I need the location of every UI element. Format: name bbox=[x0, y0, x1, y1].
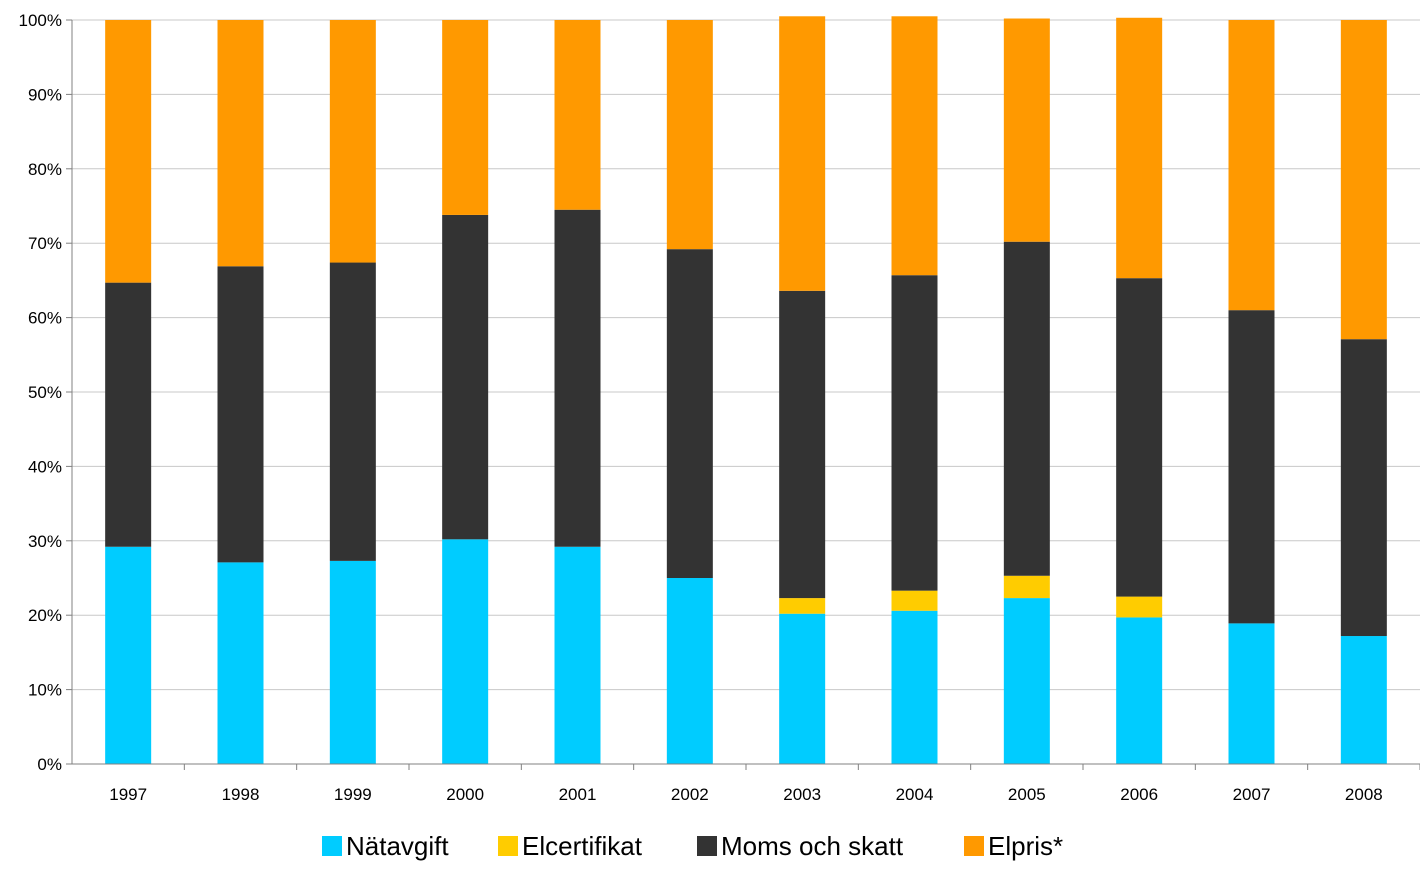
legend-swatch bbox=[964, 836, 984, 856]
bar-segment-2003-elpris- bbox=[779, 16, 826, 291]
bar-segment-2007-moms-och-skatt bbox=[1228, 310, 1275, 624]
y-tick-label: 30% bbox=[28, 532, 62, 551]
y-tick-label: 40% bbox=[28, 457, 62, 476]
bar-segment-2005-moms-och-skatt bbox=[1003, 241, 1050, 576]
x-axis-ticks: 1997 1998 1999 2000 2001 2002 2003 2004 2005 2006… bbox=[109, 785, 1382, 804]
bar-segment-2000-elpris- bbox=[442, 20, 489, 215]
bar-segment-2008-n-tavgift bbox=[1340, 636, 1387, 764]
legend-swatch bbox=[322, 836, 342, 856]
bar-segment-2002-n-tavgift bbox=[666, 578, 713, 764]
bar-segment-2006-n-tavgift bbox=[1116, 617, 1163, 764]
y-tick-label: 0% bbox=[37, 755, 62, 774]
bar-segment-2003-n-tavgift bbox=[779, 613, 826, 764]
y-tick-label: 90% bbox=[28, 85, 62, 104]
y-tick-label: 10% bbox=[28, 681, 62, 700]
bar-segment-1997-moms-och-skatt bbox=[105, 282, 152, 547]
x-tick-label: 2008 bbox=[1345, 785, 1383, 804]
bar-segment-1999-n-tavgift bbox=[329, 560, 376, 764]
x-tick-label: 1997 bbox=[109, 785, 147, 804]
bar-segment-1997-elpris- bbox=[105, 20, 152, 283]
y-tick-label: 80% bbox=[28, 160, 62, 179]
bar-segment-2004-n-tavgift bbox=[891, 610, 938, 764]
x-tick-label: 2006 bbox=[1120, 785, 1158, 804]
y-axis-ticks: 0% 10% 20% 30% 40% 50% 60% 70% 80% 90% 100% bbox=[19, 11, 62, 774]
bar-segment-2006-elpris- bbox=[1116, 17, 1163, 279]
bar-segment-2002-elpris- bbox=[666, 20, 713, 250]
bar-segment-2004-elpris- bbox=[891, 16, 938, 276]
bar-segment-2004-moms-och-skatt bbox=[891, 275, 938, 591]
bar-segment-2002-moms-och-skatt bbox=[666, 249, 713, 579]
bar-segment-2008-moms-och-skatt bbox=[1340, 339, 1387, 637]
bar-segment-1998-n-tavgift bbox=[217, 562, 264, 764]
x-tick-label: 2002 bbox=[671, 785, 709, 804]
x-tick-label: 2004 bbox=[896, 785, 934, 804]
bar-segment-1998-elpris- bbox=[217, 20, 264, 267]
bar-segment-2000-moms-och-skatt bbox=[442, 214, 489, 540]
x-tick-label: 2007 bbox=[1233, 785, 1271, 804]
bar-segment-1999-moms-och-skatt bbox=[329, 262, 376, 561]
bar-segment-1999-elpris- bbox=[329, 20, 376, 263]
legend: Nätavgift Elcertifikat Moms och skatt Elpri… bbox=[322, 831, 1063, 861]
bar-segment-2004-elcertifikat bbox=[891, 590, 938, 611]
x-tick-label: 2000 bbox=[446, 785, 484, 804]
legend-label: Elcertifikat bbox=[522, 831, 643, 861]
x-tick-label: 2001 bbox=[559, 785, 597, 804]
legend-label: Elpris* bbox=[988, 831, 1063, 861]
bar-segment-2007-n-tavgift bbox=[1228, 623, 1275, 764]
y-tick-label: 50% bbox=[28, 383, 62, 402]
bar-segment-2007-elpris- bbox=[1228, 20, 1275, 311]
bar-segment-2003-elcertifikat bbox=[779, 598, 826, 614]
bar-segment-2001-moms-och-skatt bbox=[554, 209, 601, 547]
y-tick-label: 60% bbox=[28, 309, 62, 328]
bar-segment-2003-moms-och-skatt bbox=[779, 290, 826, 599]
x-tick-label: 2005 bbox=[1008, 785, 1046, 804]
bar-segment-2005-elcertifikat bbox=[1003, 575, 1050, 599]
bar-segment-2005-elpris- bbox=[1003, 18, 1050, 242]
legend-label: Moms och skatt bbox=[721, 831, 904, 861]
legend-swatch bbox=[498, 836, 518, 856]
bar-segment-2001-elpris- bbox=[554, 20, 601, 210]
x-tick-label: 1999 bbox=[334, 785, 372, 804]
bar-segment-2001-n-tavgift bbox=[554, 546, 601, 764]
bar-segment-2005-n-tavgift bbox=[1003, 598, 1050, 764]
legend-label: Nätavgift bbox=[346, 831, 449, 861]
y-tick-label: 100% bbox=[19, 11, 62, 30]
bars bbox=[105, 16, 1387, 764]
bar-segment-2006-moms-och-skatt bbox=[1116, 278, 1163, 597]
y-tick-label: 20% bbox=[28, 606, 62, 625]
bar-segment-1998-moms-och-skatt bbox=[217, 266, 264, 563]
x-tick-label: 2003 bbox=[783, 785, 821, 804]
bar-segment-1997-n-tavgift bbox=[105, 546, 152, 764]
gridlines bbox=[72, 19, 1420, 691]
legend-swatch bbox=[697, 836, 717, 856]
bar-segment-2000-n-tavgift bbox=[442, 539, 489, 764]
axes bbox=[66, 19, 1420, 770]
x-tick-label: 1998 bbox=[222, 785, 260, 804]
bar-segment-2008-elpris- bbox=[1340, 20, 1387, 340]
y-tick-label: 70% bbox=[28, 234, 62, 253]
bar-segment-2006-elcertifikat bbox=[1116, 596, 1163, 618]
